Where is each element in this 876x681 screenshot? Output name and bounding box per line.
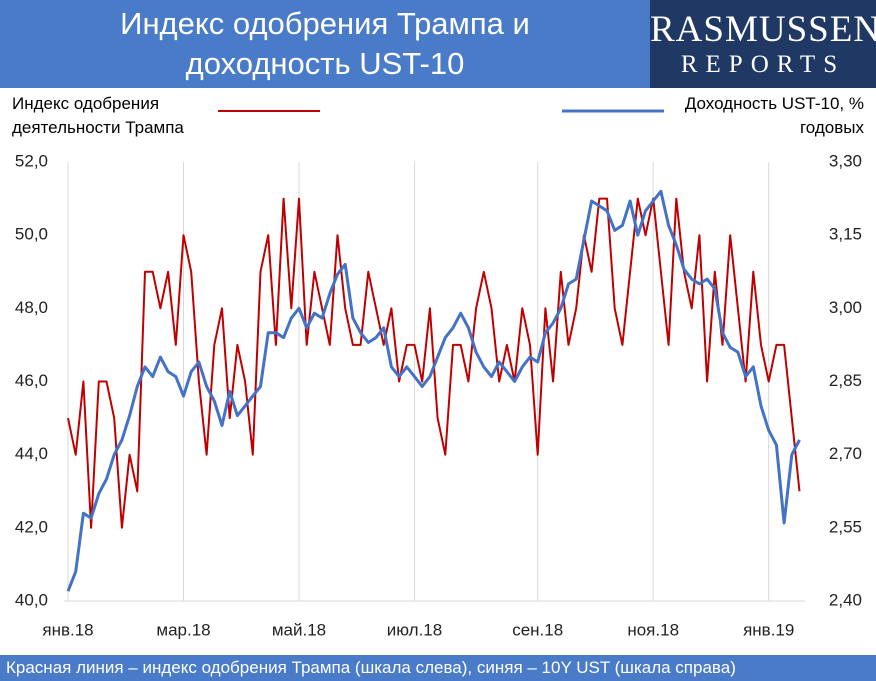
x-tick-label: янв.19 (743, 620, 794, 639)
y-tick-label: 42,0 (15, 517, 48, 536)
y-tick-label: 40,0 (15, 590, 48, 609)
y-tick-label: 48,0 (15, 298, 48, 317)
logo-text: RASMUSSEN (650, 9, 876, 50)
legend-label: Доходность UST-10, % годовых (684, 94, 864, 137)
x-tick-label: сен.18 (512, 620, 563, 639)
x-tick-label: янв.18 (42, 620, 93, 639)
footer: Красная линия – индекс одобрения Трампа … (0, 655, 876, 681)
y2-tick-label: 3,15 (829, 225, 862, 244)
y2-tick-label: 2,55 (829, 517, 862, 536)
x-tick-label: мар.18 (156, 620, 210, 639)
chart-title: Индекс одобрения Трампа и доходность UST… (0, 0, 650, 88)
y2-tick-label: 2,85 (829, 371, 862, 390)
y-tick-label: 46,0 (15, 371, 48, 390)
logo-text: REPORTS (680, 51, 846, 78)
y2-tick-label: 2,40 (829, 590, 862, 609)
logo: RASMUSSEN REPORTS (650, 0, 876, 88)
x-tick-label: май.18 (272, 620, 326, 639)
legend-label: Индекс одобрения деятельности Трампа (12, 94, 184, 137)
series-line (66, 189, 801, 592)
y-tick-label: 50,0 (15, 225, 48, 244)
y2-tick-label: 3,00 (829, 298, 862, 317)
y-tick-label: 44,0 (15, 444, 48, 463)
x-tick-label: июл.18 (387, 620, 442, 639)
x-tick-label: ноя.18 (627, 620, 679, 639)
y2-tick-label: 2,70 (829, 444, 862, 463)
y2-tick-label: 3,30 (829, 151, 862, 170)
y-tick-label: 52,0 (15, 151, 48, 170)
